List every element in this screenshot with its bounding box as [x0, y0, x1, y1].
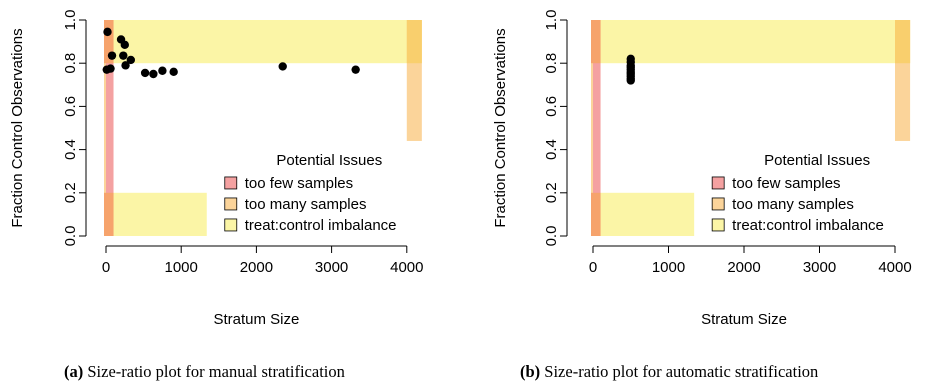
- x-tick-label: 2000: [240, 259, 273, 276]
- legend-swatch: [711, 197, 725, 211]
- too-many-band-left: [104, 20, 106, 236]
- data-point: [120, 40, 129, 50]
- y-tick-label: 0.8: [543, 53, 560, 74]
- caption-a: (a) Size-ratio plot for manual stratific…: [64, 362, 345, 382]
- x-tick-label: 0: [102, 259, 110, 276]
- data-point: [169, 67, 178, 77]
- overlap-top-left: [591, 20, 601, 64]
- y-tick-label: 0.6: [543, 96, 560, 117]
- overlap-top-right: [895, 20, 911, 64]
- overlap-bottom-left: [104, 192, 114, 236]
- legend-label: too many samples: [732, 196, 854, 213]
- legend-swatch: [224, 218, 238, 232]
- y-tick-label: 0.2: [543, 182, 560, 203]
- data-point: [106, 64, 115, 73]
- data-point: [158, 66, 167, 75]
- data-point: [107, 51, 117, 60]
- x-tick-label: 0: [589, 259, 597, 276]
- legend-title: Potential Issues: [276, 152, 382, 169]
- data-point: [626, 76, 635, 85]
- x-tick-label: 3000: [803, 259, 836, 276]
- overlap-top-left: [104, 20, 114, 64]
- legend-title: Potential Issues: [764, 152, 870, 169]
- x-tick-label: 4000: [878, 259, 911, 276]
- legend-box: [206, 140, 436, 236]
- x-tick-label: 2000: [727, 259, 760, 276]
- y-tick-label: 1.0: [543, 10, 560, 31]
- y-axis-title: Fraction Control Observations: [9, 28, 26, 227]
- caption-a-text: Size-ratio plot for manual stratificatio…: [83, 362, 345, 381]
- x-tick-label: 1000: [165, 259, 198, 276]
- data-point: [149, 69, 158, 79]
- x-tick-label: 4000: [390, 259, 423, 276]
- too-many-band-left: [591, 20, 593, 236]
- legend-swatch: [224, 197, 238, 211]
- data-point: [121, 61, 130, 70]
- legend-swatch: [711, 218, 725, 232]
- too-few-band: [106, 20, 114, 236]
- legend-label: treat:control imbalance: [732, 217, 884, 234]
- y-axis-title: Fraction Control Observations: [492, 28, 509, 227]
- y-tick-label: 0.4: [543, 139, 560, 160]
- data-point: [103, 27, 112, 37]
- legend-label: too few samples: [732, 175, 840, 192]
- chart-panel-a: 0.0 0.2 0.4 0.6 0.8 1.0 0 1000 2000 3000 4000 Strat…: [9, 10, 436, 328]
- data-point: [278, 62, 287, 71]
- x-tick-label: 1000: [652, 259, 685, 276]
- legend-label: treat:control imbalance: [245, 217, 397, 234]
- legend-label: too few samples: [245, 175, 353, 192]
- legend-swatch: [224, 176, 238, 190]
- legend-swatch: [711, 176, 725, 190]
- caption-a-tag: (a): [64, 362, 84, 381]
- x-axis-title: Stratum Size: [701, 311, 787, 328]
- y-tick-label: 0.4: [62, 139, 79, 160]
- data-point: [119, 51, 128, 60]
- too-few-band: [593, 20, 601, 236]
- x-axis-title: Stratum Size: [213, 311, 299, 328]
- overlap-bottom-left: [591, 192, 601, 236]
- data-point: [140, 68, 150, 78]
- caption-b-text: Size-ratio plot for automatic stratifica…: [540, 362, 819, 381]
- y-tick-label: 0.0: [543, 226, 560, 247]
- y-tick-label: 0.8: [62, 53, 79, 74]
- data-point: [351, 65, 360, 74]
- caption-b: (b) Size-ratio plot for automatic strati…: [520, 362, 818, 382]
- caption-b-tag: (b): [520, 362, 541, 381]
- y-tick-label: 1.0: [62, 10, 79, 31]
- overlap-top-right: [406, 20, 422, 64]
- imbalance-band-top: [591, 20, 911, 64]
- chart-panel-b: 0.0 0.2 0.4 0.6 0.8 1.0 0 1000 2000 3000 4000 Strat…: [492, 10, 925, 328]
- data-point: [126, 55, 136, 65]
- legend-label: too many samples: [245, 196, 367, 213]
- y-tick-label: 0.2: [62, 182, 79, 203]
- imbalance-band-top: [104, 20, 422, 64]
- legend-box: [694, 140, 925, 236]
- y-tick-label: 0.0: [62, 226, 79, 247]
- x-tick-label: 3000: [315, 259, 348, 276]
- y-tick-label: 0.6: [62, 96, 79, 117]
